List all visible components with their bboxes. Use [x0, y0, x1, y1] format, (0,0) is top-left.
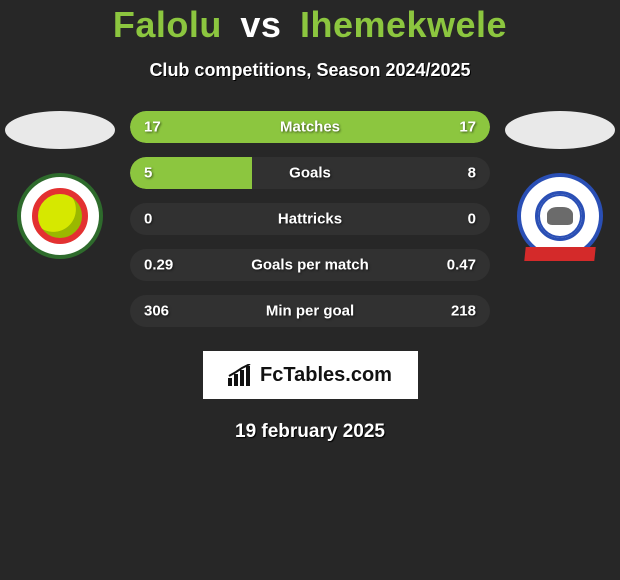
player2-name: Ihemekwele [300, 4, 507, 45]
page-title: Falolu vs Ihemekwele [0, 4, 620, 46]
player1-name: Falolu [113, 4, 222, 45]
brand-text: FcTables.com [260, 364, 392, 387]
stat-label: Goals per match [251, 257, 369, 274]
stat-label: Goals [289, 165, 331, 182]
player2-club-logo [517, 173, 603, 259]
subtitle: Club competitions, Season 2024/2025 [0, 60, 620, 81]
right-side [500, 111, 620, 259]
stat-value-left: 306 [144, 303, 169, 320]
player1-club-logo [17, 173, 103, 259]
ribbon-icon [524, 247, 595, 261]
stat-value-left: 17 [144, 119, 161, 136]
stat-value-left: 0.29 [144, 257, 173, 274]
stat-value-right: 0 [468, 211, 476, 228]
brand-box[interactable]: FcTables.com [203, 351, 418, 399]
left-side [0, 111, 120, 259]
player2-photo [505, 111, 615, 149]
stat-value-right: 218 [451, 303, 476, 320]
stat-value-right: 0.47 [447, 257, 476, 274]
player1-photo [5, 111, 115, 149]
stat-bar: 17 Matches 17 [130, 111, 490, 143]
stat-bar: 0 Hattricks 0 [130, 203, 490, 235]
stat-value-right: 8 [468, 165, 476, 182]
stat-value-left: 5 [144, 165, 152, 182]
elephant-icon [547, 207, 573, 225]
main-row: 17 Matches 17 5 Goals 8 0 Hattricks 0 0.29 Goals p… [0, 111, 620, 341]
comparison-card: Falolu vs Ihemekwele Club competitions, … [0, 0, 620, 443]
stat-value-right: 17 [459, 119, 476, 136]
stat-bar: 306 Min per goal 218 [130, 295, 490, 327]
stat-label: Matches [280, 119, 340, 136]
vs-label: vs [240, 4, 281, 45]
chart-icon [228, 364, 254, 386]
stat-bars: 17 Matches 17 5 Goals 8 0 Hattricks 0 0.29 Goals p… [120, 111, 500, 341]
stat-value-left: 0 [144, 211, 152, 228]
date-label: 19 february 2025 [0, 421, 620, 443]
stat-bar: 0.29 Goals per match 0.47 [130, 249, 490, 281]
stat-label: Min per goal [266, 303, 354, 320]
stat-label: Hattricks [278, 211, 342, 228]
stat-bar: 5 Goals 8 [130, 157, 490, 189]
